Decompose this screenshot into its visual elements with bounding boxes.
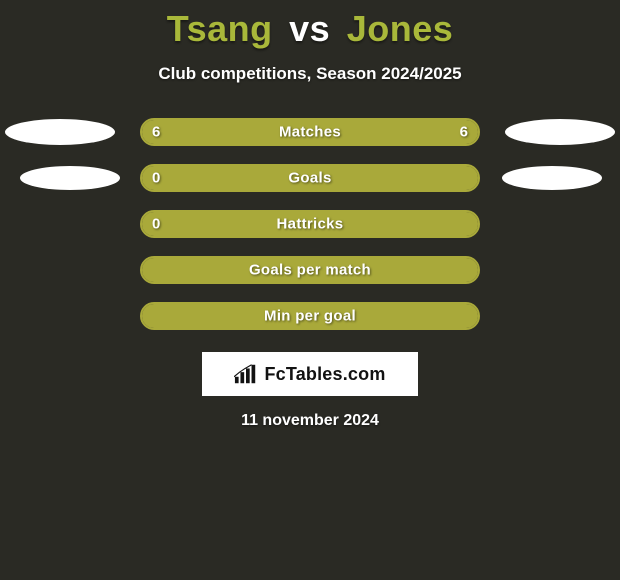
vs-label: vs xyxy=(289,8,330,49)
ellipse-left xyxy=(20,166,120,190)
stat-val-left: 0 xyxy=(152,216,160,233)
player1-name: Tsang xyxy=(167,8,273,49)
stat-label: Min per goal xyxy=(142,308,478,325)
ellipse-right xyxy=(502,166,602,190)
stat-label: Hattricks xyxy=(142,216,478,233)
stat-row: Goals per match xyxy=(140,256,480,284)
stat-bar: Matches6 6 xyxy=(140,118,480,146)
stat-val-right: 6 xyxy=(460,124,468,141)
stat-label: Matches xyxy=(142,124,478,141)
player2-name: Jones xyxy=(347,8,454,49)
logo-text: FcTables.com xyxy=(264,364,385,385)
page-title: Tsang vs Jones xyxy=(0,0,620,50)
subtitle: Club competitions, Season 2024/2025 xyxy=(0,64,620,84)
stat-bar: Min per goal xyxy=(140,302,480,330)
stat-val-left: 6 xyxy=(152,124,160,141)
stat-row: Goals0 xyxy=(140,164,480,192)
stat-bar: Hattricks0 xyxy=(140,210,480,238)
ellipse-right xyxy=(505,119,615,145)
stat-row: Matches6 6 xyxy=(140,118,480,146)
stat-label: Goals xyxy=(142,170,478,187)
logo[interactable]: FcTables.com xyxy=(202,352,418,396)
stat-rows: Matches66Goals0Hattricks0Goals per match… xyxy=(0,118,620,330)
comparison-card: Tsang vs Jones Club competitions, Season… xyxy=(0,0,620,580)
stat-bar: Goals0 xyxy=(140,164,480,192)
ellipse-left xyxy=(5,119,115,145)
stat-row: Hattricks0 xyxy=(140,210,480,238)
stat-val-left: 0 xyxy=(152,170,160,187)
stat-row: Min per goal xyxy=(140,302,480,330)
bars-icon xyxy=(234,364,258,384)
stat-bar: Goals per match xyxy=(140,256,480,284)
date-label: 11 november 2024 xyxy=(0,412,620,430)
stat-label: Goals per match xyxy=(142,262,478,279)
